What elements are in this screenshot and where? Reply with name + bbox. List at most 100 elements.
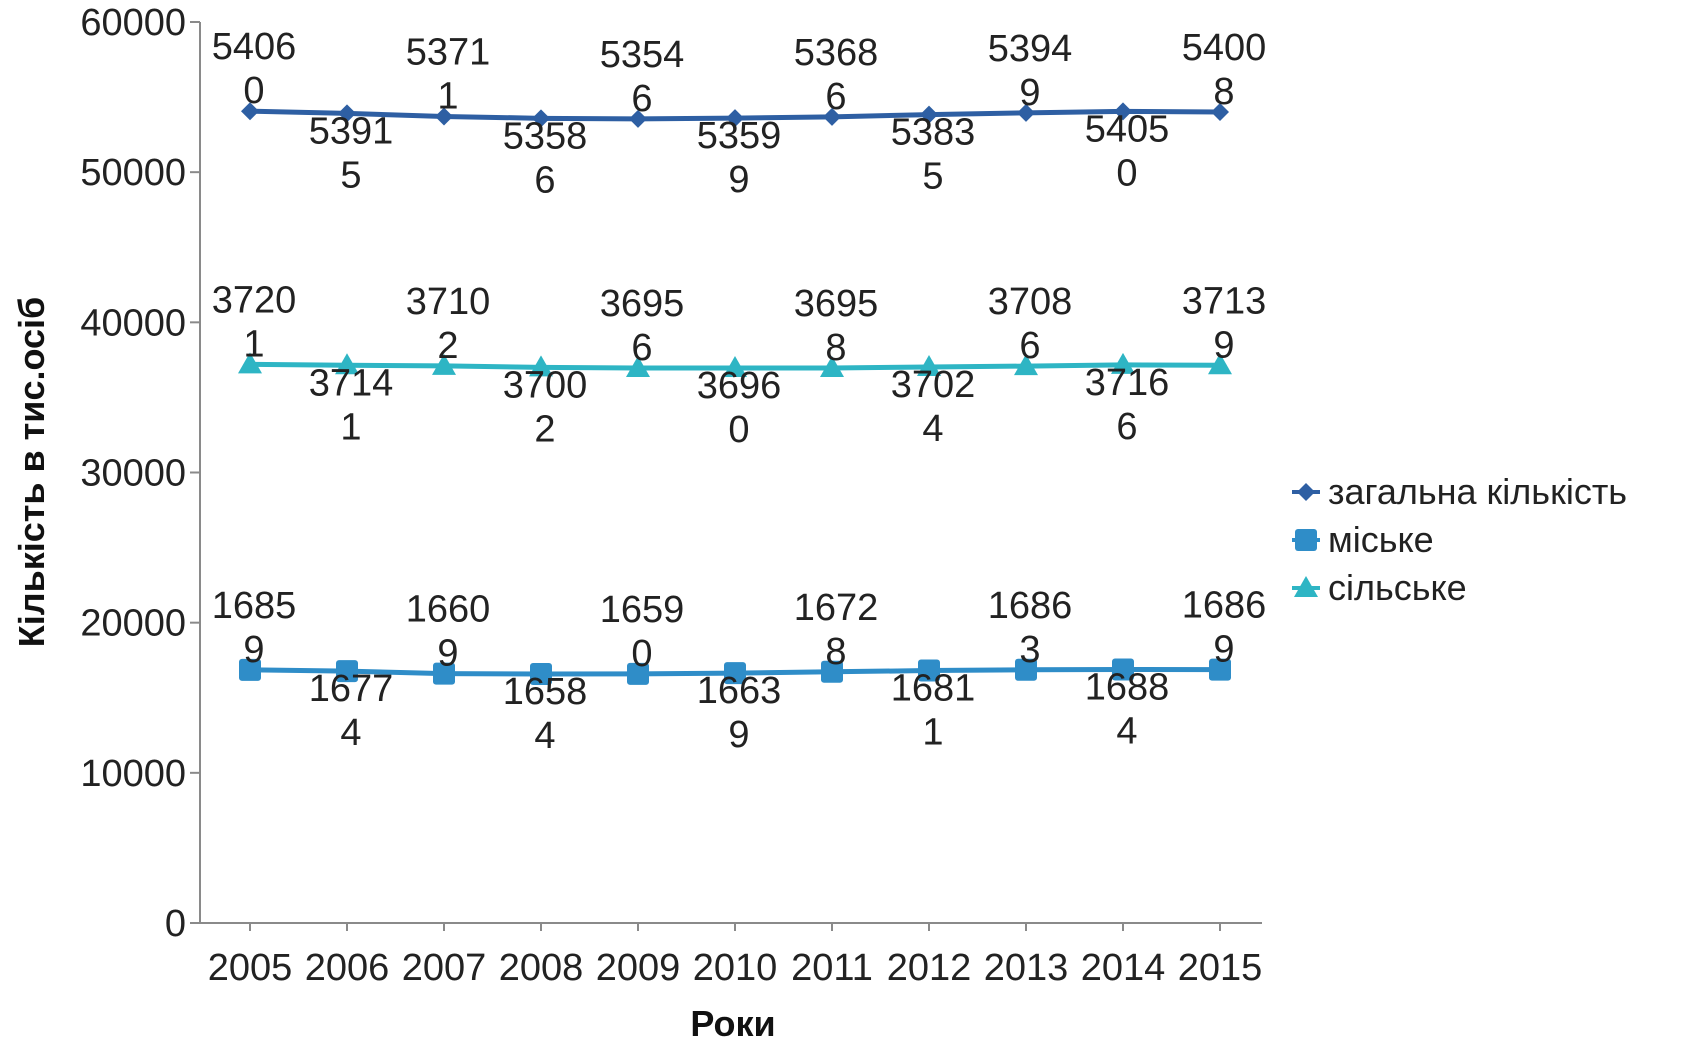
data-label: 1 xyxy=(437,75,458,117)
data-labels: 5406053915537115358653546535995368653835… xyxy=(212,26,1267,757)
data-point-square xyxy=(336,660,358,683)
data-label: 3708 xyxy=(988,281,1073,323)
data-label: 5 xyxy=(922,156,943,198)
legend-label: загальна кількість xyxy=(1328,471,1627,512)
data-point-triangle xyxy=(626,356,650,378)
data-label: 1677 xyxy=(309,668,394,710)
data-label: 6 xyxy=(1116,406,1137,448)
legend-label: сільське xyxy=(1328,567,1467,608)
data-point-square xyxy=(433,662,455,685)
data-label: 9 xyxy=(1213,324,1234,366)
legend: загальна кількість міське сільське xyxy=(1292,471,1627,608)
data-label: 9 xyxy=(728,159,749,201)
data-point-diamond xyxy=(1114,102,1132,121)
data-label: 4 xyxy=(340,712,361,754)
legend-label: міське xyxy=(1328,519,1434,560)
data-point-square xyxy=(239,658,261,681)
data-label: 3710 xyxy=(406,281,491,323)
data-label: 6 xyxy=(534,159,555,201)
legend-marker-square xyxy=(1295,529,1317,551)
data-label: 1659 xyxy=(600,589,685,631)
data-point-triangle xyxy=(917,355,941,377)
data-label: 5394 xyxy=(988,28,1073,70)
data-label: 1686 xyxy=(988,585,1073,627)
data-label: 1685 xyxy=(212,585,297,627)
data-label: 5 xyxy=(340,154,361,196)
data-point-square xyxy=(821,660,843,683)
y-tick-label: 0 xyxy=(165,903,186,945)
data-point-diamond xyxy=(629,109,647,128)
data-label: 1 xyxy=(243,323,264,365)
data-label: 4 xyxy=(534,715,555,757)
data-label: 5383 xyxy=(891,112,976,154)
data-point-square xyxy=(627,662,649,685)
data-label: 3700 xyxy=(503,364,588,406)
data-label: 1658 xyxy=(503,671,588,713)
data-label: 5358 xyxy=(503,115,588,157)
data-point-triangle xyxy=(820,356,844,378)
data-label: 9 xyxy=(243,629,264,671)
data-point-square xyxy=(1112,658,1134,681)
x-ticks: 2005 2006 2007 2008 2009 2010 2011 2012 2013 2014… xyxy=(208,923,1263,989)
data-point-triangle xyxy=(1014,354,1038,376)
data-label: 0 xyxy=(243,70,264,112)
data-label: 8 xyxy=(825,631,846,673)
data-point-diamond xyxy=(435,107,453,126)
y-tick-label: 20000 xyxy=(80,603,186,645)
data-label: 1688 xyxy=(1085,666,1170,708)
data-point-square xyxy=(724,662,746,685)
data-label: 6 xyxy=(631,78,652,120)
data-point-diamond xyxy=(532,109,550,128)
data-point-diamond xyxy=(1017,103,1035,122)
data-label: 3714 xyxy=(309,362,394,404)
x-tick-label: 2005 xyxy=(208,947,293,989)
x-tick-label: 2007 xyxy=(402,947,487,989)
data-label: 1681 xyxy=(891,668,976,710)
y-tick-label: 10000 xyxy=(80,753,186,795)
data-point-diamond xyxy=(726,109,744,128)
data-label: 5406 xyxy=(212,26,297,68)
data-label: 4 xyxy=(922,408,943,450)
data-label: 1 xyxy=(922,712,943,754)
data-label: 3 xyxy=(1019,629,1040,671)
data-label: 0 xyxy=(1116,152,1137,194)
data-point-triangle xyxy=(432,353,456,375)
data-label: 6 xyxy=(1019,325,1040,367)
data-point-triangle xyxy=(1208,353,1232,375)
series-layer xyxy=(238,102,1232,685)
data-point-triangle xyxy=(723,355,747,377)
data-point-diamond xyxy=(1211,102,1229,121)
y-tick-label: 30000 xyxy=(80,453,186,495)
x-tick-label: 2009 xyxy=(596,947,681,989)
data-label: 1663 xyxy=(697,670,782,712)
data-point-diamond xyxy=(338,104,356,123)
x-tick-label: 2010 xyxy=(693,947,778,989)
data-point-diamond xyxy=(241,102,259,121)
data-label: 3713 xyxy=(1182,280,1267,322)
data-label: 5354 xyxy=(600,34,685,76)
x-axis-title: Роки xyxy=(690,1003,775,1043)
legend-marker-diamond xyxy=(1297,483,1315,501)
data-label: 1672 xyxy=(794,587,879,629)
data-label: 3702 xyxy=(891,364,976,406)
x-tick-label: 2011 xyxy=(791,947,873,989)
data-label: 9 xyxy=(437,633,458,675)
data-label: 3695 xyxy=(794,283,879,325)
data-label: 9 xyxy=(1213,629,1234,671)
data-label: 5359 xyxy=(697,115,782,157)
data-label: 4 xyxy=(1116,710,1137,752)
x-tick-label: 2014 xyxy=(1081,947,1166,989)
x-tick-label: 2012 xyxy=(887,947,972,989)
data-point-diamond xyxy=(920,105,938,124)
data-point-square xyxy=(1015,658,1037,681)
data-label: 9 xyxy=(1019,72,1040,114)
data-label: 3695 xyxy=(600,283,685,325)
legend-marker-triangle xyxy=(1294,576,1318,597)
data-label: 6 xyxy=(825,76,846,118)
x-tick-label: 2015 xyxy=(1178,947,1263,989)
data-label: 0 xyxy=(631,633,652,675)
data-label: 8 xyxy=(1213,71,1234,113)
data-point-triangle xyxy=(1111,352,1135,374)
x-tick-label: 2013 xyxy=(984,947,1069,989)
